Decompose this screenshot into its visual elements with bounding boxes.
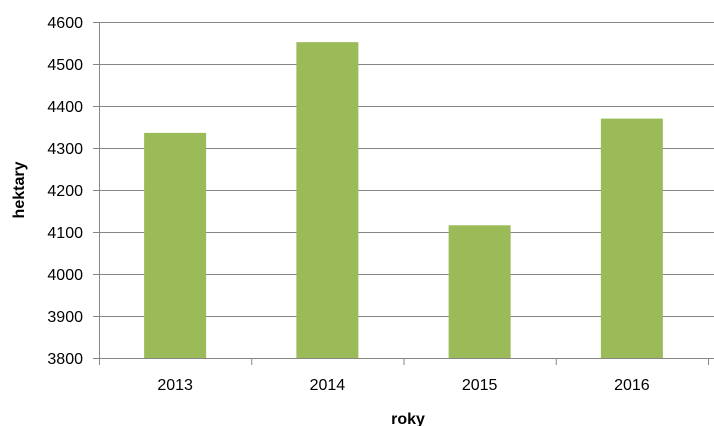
bar-2016: [600, 118, 663, 358]
y-tick-label: 3800: [47, 351, 83, 368]
x-tick-label: 2013: [157, 377, 193, 394]
y-tick-label: 3900: [47, 309, 83, 326]
y-axis-title: hektary: [11, 161, 28, 218]
x-tick-label: 2015: [462, 377, 498, 394]
axes: [99, 22, 709, 365]
y-tick-label: 4400: [47, 99, 83, 116]
y-tick-label: 4500: [47, 57, 83, 74]
x-axis-title: roky: [391, 411, 425, 426]
bar-2013: [144, 132, 207, 358]
x-tick-label: 2016: [614, 377, 650, 394]
bars: [144, 42, 663, 358]
x-tick-label: 2014: [310, 377, 346, 394]
y-tick-label: 4300: [47, 141, 83, 158]
y-tick-label: 4100: [47, 225, 83, 242]
y-tick-label: 4200: [47, 183, 83, 200]
y-tick-label: 4000: [47, 267, 83, 284]
y-tick-label: 4600: [47, 15, 83, 32]
bar-2014: [296, 42, 359, 358]
y-tick-labels: 3800 3900 4000 4100 4200 4300 4400 4500 4600: [47, 15, 83, 368]
bar-2015: [448, 225, 511, 358]
x-tick-labels: 2013 2014 2015 2016: [157, 377, 649, 394]
